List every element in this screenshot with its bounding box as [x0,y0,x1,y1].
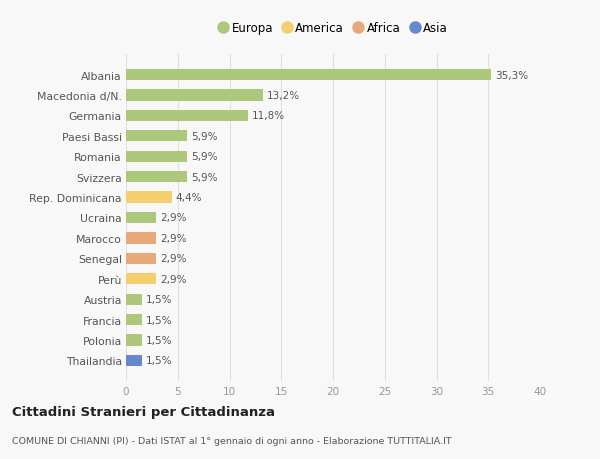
Bar [126,111,248,122]
Text: 1,5%: 1,5% [146,295,172,304]
Text: 35,3%: 35,3% [496,71,529,80]
Text: 4,4%: 4,4% [176,193,202,203]
Bar [126,233,156,244]
Text: 5,9%: 5,9% [191,132,218,141]
Text: 1,5%: 1,5% [146,356,172,365]
Bar [126,172,187,183]
Bar [126,213,156,224]
Bar [126,90,263,101]
Bar [126,335,142,346]
Text: 1,5%: 1,5% [146,335,172,345]
Text: COMUNE DI CHIANNI (PI) - Dati ISTAT al 1° gennaio di ogni anno - Elaborazione TU: COMUNE DI CHIANNI (PI) - Dati ISTAT al 1… [12,436,452,445]
Bar [126,151,187,162]
Text: 13,2%: 13,2% [267,91,300,101]
Text: 5,9%: 5,9% [191,152,218,162]
Text: 2,9%: 2,9% [160,213,187,223]
Bar [126,192,172,203]
Bar [126,294,142,305]
Bar [126,253,156,264]
Bar [126,274,156,285]
Bar [126,355,142,366]
Text: 5,9%: 5,9% [191,172,218,182]
Bar [126,314,142,325]
Bar [126,131,187,142]
Text: 2,9%: 2,9% [160,274,187,284]
Text: 2,9%: 2,9% [160,233,187,243]
Legend: Europa, America, Africa, Asia: Europa, America, Africa, Asia [218,22,448,35]
Text: Cittadini Stranieri per Cittadinanza: Cittadini Stranieri per Cittadinanza [12,405,275,419]
Text: 2,9%: 2,9% [160,254,187,264]
Text: 11,8%: 11,8% [252,111,286,121]
Text: 1,5%: 1,5% [146,315,172,325]
Bar [126,70,491,81]
